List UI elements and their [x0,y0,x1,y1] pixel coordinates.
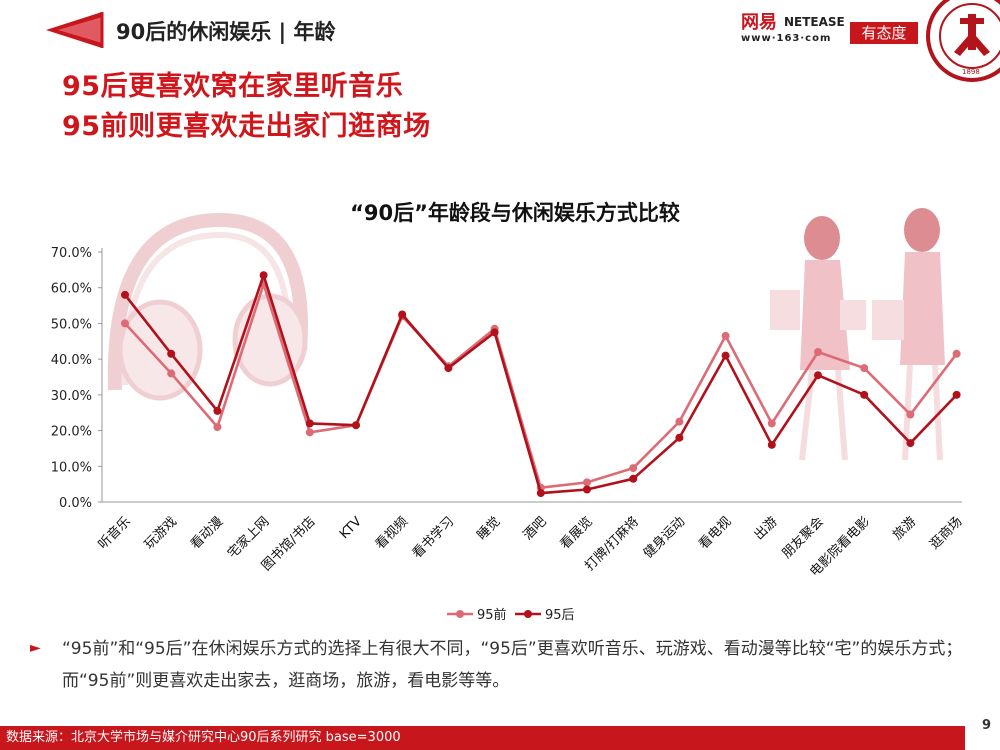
x-tick-label: 看展览 [557,514,596,553]
series-point-1 [121,290,129,299]
series-point-1 [767,440,776,449]
x-tick-label: 出游 [752,514,781,543]
series-point-1 [444,364,453,373]
series-point-0 [721,331,730,340]
pku-seal-logo: 1898 [926,0,1000,82]
pku-seal-year: 1898 [962,68,980,76]
series-point-1 [305,419,314,428]
y-tick-label: 40.0% [51,353,92,368]
series-point-1 [952,390,961,399]
x-tick-label: 睡觉 [474,514,503,543]
x-tick-label: 健身运动 [640,514,688,562]
series-point-0 [213,423,222,431]
y-tick-label: 20.0% [51,425,92,440]
summary-bullet-icon: ► [30,640,41,656]
series-point-1 [259,271,268,280]
x-tick-label: 宅家上网 [224,514,272,562]
chart-legend: 95前 95后 [447,607,575,623]
series-point-0 [583,478,591,487]
y-tick-label: 0.0% [59,496,92,511]
x-tick-label: 逛商场 [927,514,965,552]
headline-1: 95后更喜欢窝在家里听音乐 [62,71,404,102]
series-point-1 [398,310,407,319]
youtaidu-logo: 有态度 [850,22,918,44]
series-point-1 [536,489,545,498]
x-tick-label: 看电视 [696,514,735,553]
legend-swatch-marker [524,610,532,618]
series-point-0 [167,369,176,378]
series-point-1 [814,371,822,380]
summary-text: “95前”和“95后”在休闲娱乐方式的选择上有很大不同，“95后”更喜欢听音乐、… [62,639,963,691]
series-point-0 [121,319,129,328]
legend-label: 95后 [545,608,575,623]
series-point-0 [629,464,638,473]
netease-logo-cn: 网易 [741,12,777,33]
y-tick-label: 60.0% [51,282,92,297]
x-tick-label: 看视频 [372,514,411,553]
y-tick-label: 30.0% [51,389,92,404]
line-chart: “90后”年龄段与休闲娱乐方式比较 70.0% 60.0% 50.0% 40.0% 30… [51,201,966,623]
x-tick-label: 朋友聚会 [779,514,827,562]
x-tick-label: 旅游 [890,514,919,543]
netease-logo-url: www·163·com [741,33,832,44]
series-point-0 [767,419,776,428]
chart-title: “90后”年龄段与休闲娱乐方式比较 [350,201,680,225]
x-tick-label: KTV [337,514,365,542]
series-point-1 [675,433,684,442]
series-point-1 [167,349,176,358]
shoppers-decoration-icon [770,208,945,461]
series-point-0 [675,417,684,426]
headline-2: 95前则更喜欢走出家门逛商场 [62,111,431,142]
series-point-0 [860,364,869,373]
y-tick-label: 50.0% [51,317,92,332]
series-point-0 [906,410,915,419]
series-layer [121,271,961,498]
headphones-decoration-icon [107,212,308,401]
y-tick-label: 10.0% [51,460,92,475]
netease-logo-en: NETEASE [784,15,845,29]
series-point-1 [583,485,591,494]
x-tick-label: 看动漫 [187,514,226,553]
footer-bar [0,726,965,750]
legend-label: 95前 [477,607,507,623]
header-arrow-icon [46,12,104,48]
series-point-1 [629,474,638,483]
x-tick-label: 听音乐 [95,514,134,553]
x-tick-label: 酒吧 [521,514,550,543]
series-point-1 [906,439,915,448]
section-title: 90后的休闲娱乐 | 年龄 [116,20,336,44]
y-tick-label: 70.0% [51,246,92,261]
series-point-0 [952,349,961,358]
series-point-0 [305,428,314,437]
series-point-1 [352,421,360,430]
series-point-1 [721,351,730,360]
footer-source: 数据来源：北京大学市场与媒介研究中心90后系列研究 base=3000 [6,730,401,745]
x-tick-label: 玩游戏 [142,514,180,552]
series-point-1 [490,328,499,337]
series-point-1 [860,390,869,399]
y-axis: 70.0% 60.0% 50.0% 40.0% 30.0% 20.0% 10.0% 0.0% [51,246,103,511]
series-point-0 [814,348,822,356]
x-tick-label: 看书学习 [409,514,457,562]
page-number: 9 [982,718,992,733]
series-point-1 [213,406,222,415]
legend-swatch-marker [456,610,464,618]
